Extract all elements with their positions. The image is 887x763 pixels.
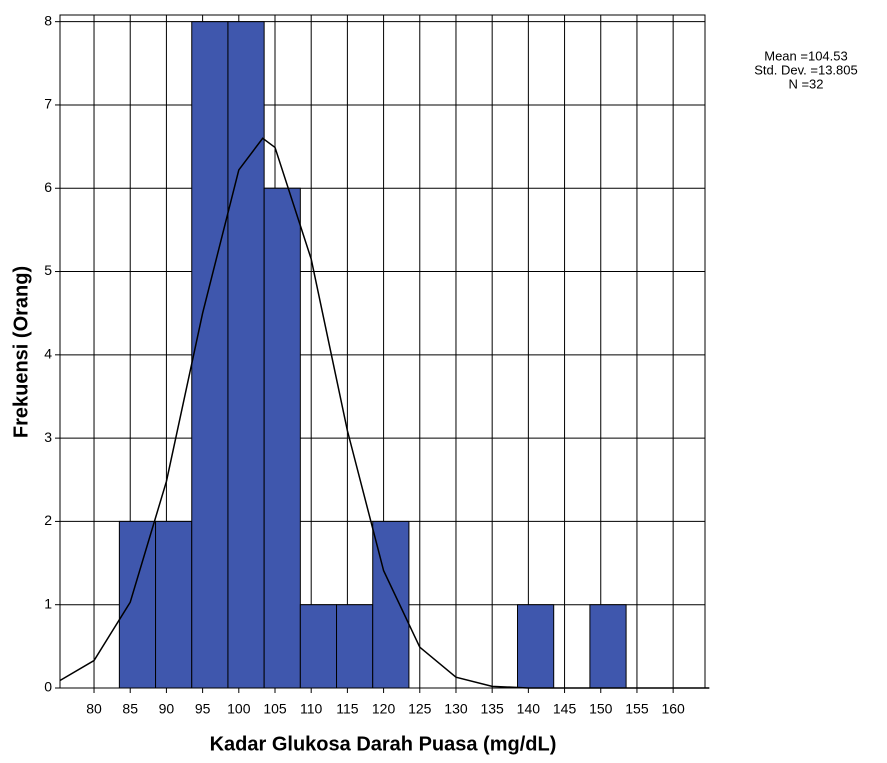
bar <box>373 521 409 688</box>
x-tick-label: 125 <box>408 701 432 717</box>
y-tick-label: 1 <box>44 595 52 611</box>
y-tick-label: 6 <box>44 179 52 195</box>
x-tick-label: 115 <box>336 701 359 717</box>
y-axis-title: Frekuensi (Orang) <box>10 266 32 438</box>
stat-text: N =32 <box>788 76 823 91</box>
y-tick-label: 0 <box>44 679 52 695</box>
x-tick-label: 130 <box>444 701 468 717</box>
x-tick-label: 90 <box>159 701 175 717</box>
bar <box>590 605 626 688</box>
x-tick-label: 160 <box>661 701 685 717</box>
x-axis-title: Kadar Glukosa Darah Puasa (mg/dL) <box>210 733 557 755</box>
y-tick-label: 7 <box>44 96 52 112</box>
x-tick-label: 145 <box>553 701 577 717</box>
bar <box>518 605 554 688</box>
y-tick-label: 8 <box>44 12 52 28</box>
bar <box>119 521 155 688</box>
x-tick-label: 80 <box>86 701 102 717</box>
x-tick-label: 110 <box>300 701 323 717</box>
y-tick-label: 3 <box>44 429 52 445</box>
x-tick-label: 140 <box>517 701 541 717</box>
bar <box>264 188 300 688</box>
x-tick-label: 95 <box>195 701 211 717</box>
y-tick-label: 5 <box>44 262 52 278</box>
bar <box>300 605 336 688</box>
stat-text: Std. Dev. =13.805 <box>754 62 857 77</box>
chart: Kadar Glukosa Darah Puasa (mg/dL) Frekue… <box>0 0 887 758</box>
y-tick-label: 4 <box>44 346 52 362</box>
y-tick-label: 2 <box>44 512 52 528</box>
x-tick-label: 105 <box>263 701 287 717</box>
x-tick-label: 100 <box>227 701 251 717</box>
x-tick-label: 150 <box>589 701 613 717</box>
x-tick-label: 120 <box>372 701 396 717</box>
stat-text: Mean =104.53 <box>764 48 847 63</box>
x-tick-label: 135 <box>480 701 504 717</box>
bar <box>228 22 264 688</box>
bar <box>192 22 228 688</box>
bar <box>156 521 192 688</box>
x-tick-label: 85 <box>122 701 138 717</box>
bar <box>337 605 373 688</box>
x-tick-label: 155 <box>625 701 649 717</box>
